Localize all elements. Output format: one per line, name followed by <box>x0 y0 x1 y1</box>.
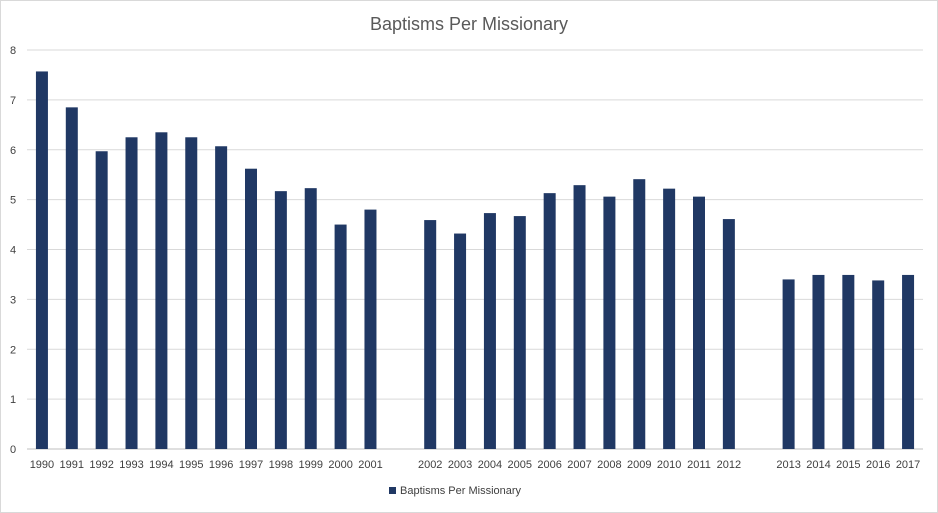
x-tick-label: 2013 <box>776 459 800 471</box>
bars <box>35 71 915 450</box>
x-tick-label: 1996 <box>209 459 233 471</box>
x-tick-label: 2008 <box>597 459 621 471</box>
bar-2013 <box>782 279 795 449</box>
x-axis-ticks: 1990 1991 1992 1993 1994 1995 1996 1997 1998 1999… <box>30 459 921 471</box>
y-tick-label: 7 <box>10 95 16 107</box>
bar-2008 <box>603 196 616 449</box>
legend-swatch <box>389 487 396 494</box>
bar-2011 <box>693 196 705 449</box>
bar-2006 <box>543 193 556 449</box>
x-tick-label: 1990 <box>30 459 54 471</box>
bar-2017 <box>902 274 915 449</box>
x-tick-label: 1995 <box>179 459 203 471</box>
bar-2007 <box>573 185 586 449</box>
bar-2004 <box>483 213 496 449</box>
x-tick-label: 1997 <box>239 459 263 471</box>
x-tick-label: 2012 <box>717 459 741 471</box>
x-tick-label: 2014 <box>806 459 830 471</box>
bar-1995 <box>185 137 198 449</box>
x-tick-label: 2002 <box>418 459 442 471</box>
x-tick-label: 2007 <box>567 459 591 471</box>
y-tick-label: 2 <box>10 344 16 356</box>
bar-1999 <box>304 188 317 449</box>
x-tick-label: 2011 <box>687 459 711 471</box>
y-tick-label: 3 <box>10 294 16 306</box>
x-tick-label: 2000 <box>328 459 352 471</box>
x-tick-label: 2017 <box>896 459 920 471</box>
bar-1994 <box>155 132 168 449</box>
bar-2012 <box>722 219 735 449</box>
y-axis-ticks: 0 1 2 3 4 5 6 7 8 <box>10 45 16 456</box>
bar-2014 <box>812 274 825 449</box>
x-tick-label: 2005 <box>508 459 532 471</box>
x-tick-label: 1993 <box>119 459 143 471</box>
x-tick-label: 2004 <box>478 459 502 471</box>
x-tick-label: 2016 <box>866 459 890 471</box>
x-tick-label: 2006 <box>537 459 561 471</box>
gridlines <box>27 49 923 450</box>
bar-2002 <box>424 220 437 449</box>
x-tick-label: 1994 <box>149 459 173 471</box>
bar-1991 <box>65 107 78 449</box>
y-tick-label: 0 <box>10 444 16 456</box>
y-tick-label: 1 <box>10 394 16 406</box>
bar-2001 <box>364 209 377 449</box>
bar-1993 <box>125 137 138 449</box>
y-tick-label: 6 <box>10 145 16 157</box>
x-tick-label: 1992 <box>89 459 113 471</box>
bar-2010 <box>663 188 676 449</box>
y-tick-label: 5 <box>10 195 16 207</box>
bar-2003 <box>454 233 467 449</box>
x-tick-label: 2001 <box>358 459 382 471</box>
bar-1992 <box>95 151 108 449</box>
bar-1997 <box>245 168 257 449</box>
bar-2000 <box>334 224 347 449</box>
bar-1996 <box>215 146 228 450</box>
x-tick-label: 1991 <box>60 459 84 471</box>
bar-2005 <box>513 216 526 449</box>
bar-1990 <box>35 71 48 449</box>
x-tick-label: 1998 <box>269 459 293 471</box>
x-tick-label: 1999 <box>298 459 322 471</box>
y-tick-label: 8 <box>10 45 16 57</box>
x-tick-label: 2010 <box>657 459 681 471</box>
legend: Baptisms Per Missionary <box>389 485 522 497</box>
x-tick-label: 2015 <box>836 459 860 471</box>
bar-2015 <box>842 274 855 449</box>
x-tick-label: 2003 <box>448 459 472 471</box>
bar-1998 <box>274 191 287 450</box>
chart-title: Baptisms Per Missionary <box>370 14 568 34</box>
legend-label: Baptisms Per Missionary <box>400 485 522 497</box>
bar-2016 <box>872 280 885 449</box>
bar-2009 <box>633 179 646 449</box>
y-tick-label: 4 <box>10 245 16 257</box>
x-tick-label: 2009 <box>627 459 651 471</box>
